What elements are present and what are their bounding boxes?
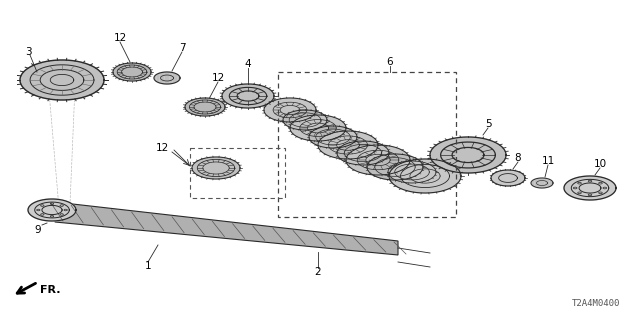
Polygon shape — [309, 126, 357, 148]
Polygon shape — [283, 110, 327, 130]
Text: T2A4M0400: T2A4M0400 — [572, 299, 620, 308]
Polygon shape — [389, 159, 461, 193]
Polygon shape — [113, 63, 151, 81]
Polygon shape — [290, 115, 346, 141]
Polygon shape — [264, 98, 316, 122]
Text: 7: 7 — [179, 43, 186, 53]
Text: 10: 10 — [593, 159, 607, 169]
Polygon shape — [367, 154, 423, 180]
Text: 8: 8 — [515, 153, 522, 163]
Text: 1: 1 — [145, 261, 151, 271]
Polygon shape — [491, 170, 525, 186]
Polygon shape — [185, 98, 225, 116]
Text: 11: 11 — [541, 156, 555, 166]
Polygon shape — [222, 84, 274, 108]
Polygon shape — [337, 141, 389, 165]
Text: 9: 9 — [35, 225, 42, 235]
Text: 6: 6 — [387, 57, 394, 67]
Text: FR.: FR. — [40, 285, 61, 295]
Text: 12: 12 — [211, 73, 225, 83]
Polygon shape — [430, 137, 506, 173]
Text: 3: 3 — [25, 47, 31, 57]
Polygon shape — [531, 178, 553, 188]
Text: 12: 12 — [156, 143, 168, 153]
Polygon shape — [346, 145, 410, 175]
Polygon shape — [28, 199, 76, 221]
Text: 12: 12 — [113, 33, 127, 43]
Polygon shape — [192, 157, 240, 179]
Text: 5: 5 — [484, 119, 492, 129]
Text: 4: 4 — [244, 59, 252, 69]
Polygon shape — [55, 202, 398, 255]
Polygon shape — [318, 131, 378, 159]
Polygon shape — [20, 60, 104, 100]
Text: 2: 2 — [315, 267, 321, 277]
Polygon shape — [564, 176, 616, 200]
Polygon shape — [388, 161, 436, 183]
Polygon shape — [154, 72, 180, 84]
